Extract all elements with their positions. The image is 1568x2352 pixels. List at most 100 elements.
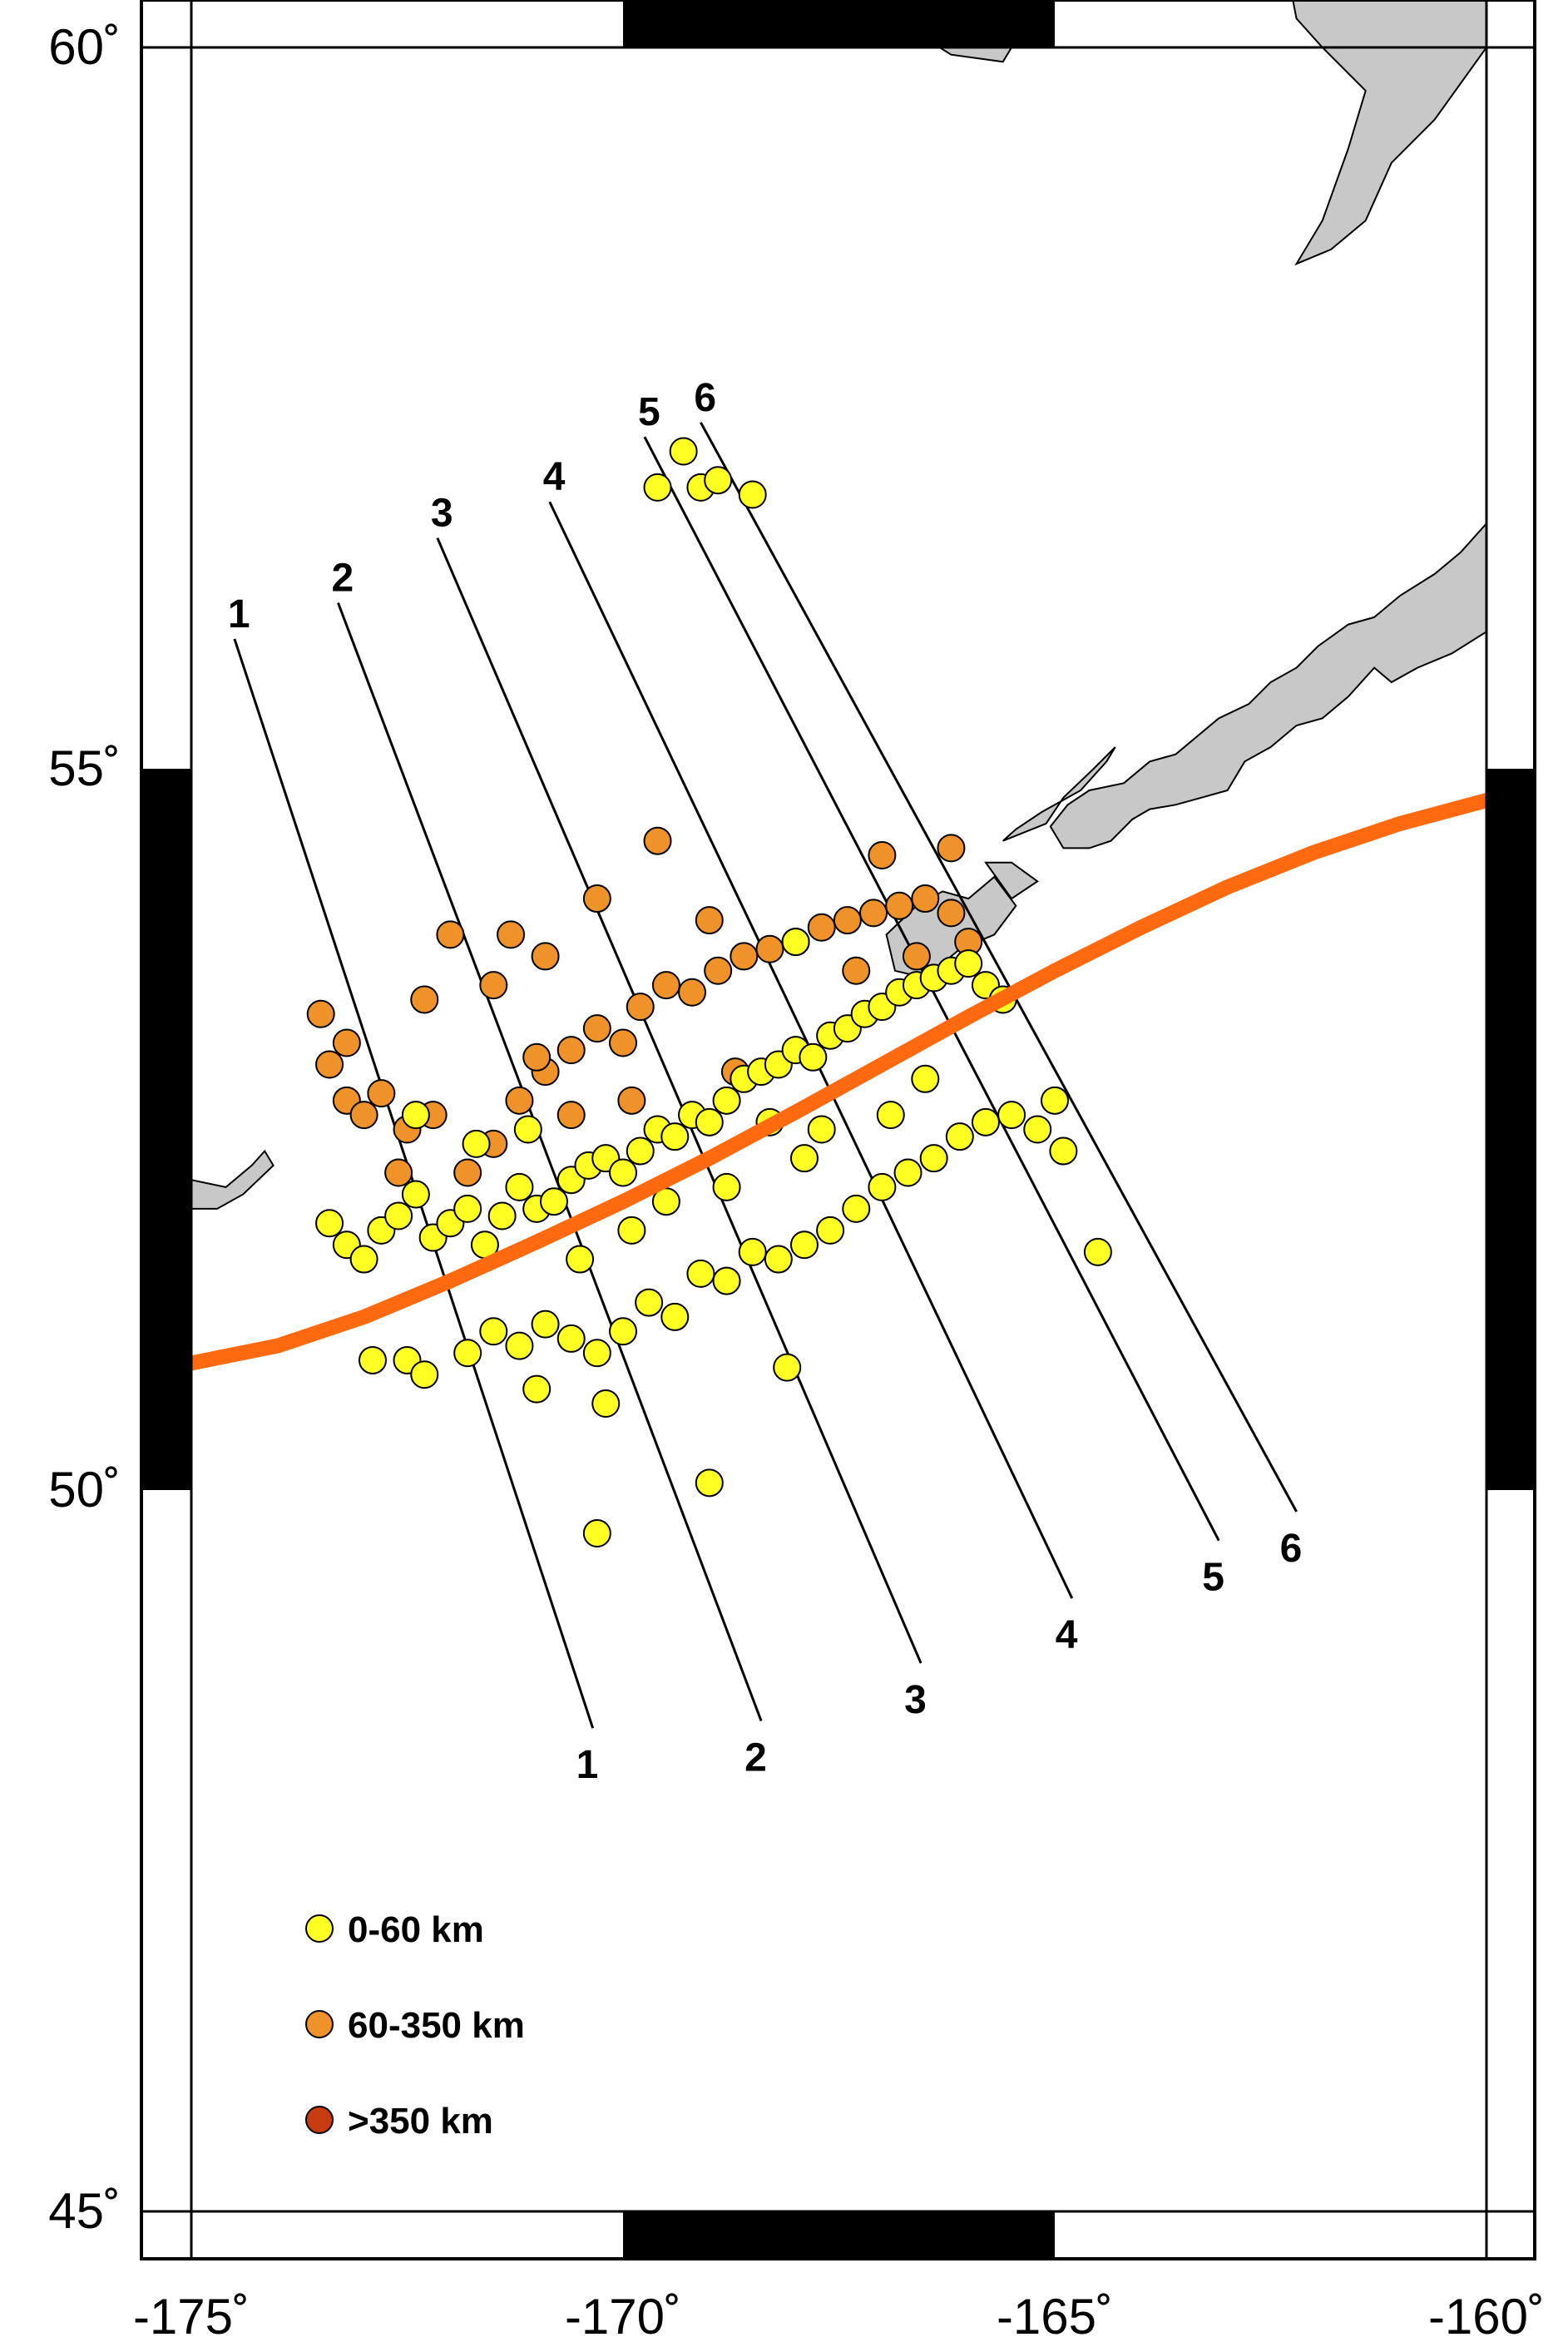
quake-shallow: [695, 1107, 724, 1136]
quake-shallow: [893, 1158, 922, 1187]
quake-shallow: [789, 1230, 819, 1260]
quake-shallow: [635, 1288, 664, 1317]
quake-shallow: [556, 1324, 586, 1353]
quake-shallow: [479, 1317, 508, 1346]
legend-marker-shallow: [305, 1914, 334, 1943]
quake-shallow: [582, 1339, 611, 1368]
quake-shallow: [704, 466, 733, 495]
quake-intermediate: [755, 934, 784, 963]
quake-intermediate: [859, 899, 888, 928]
quake-shallow: [686, 1259, 715, 1288]
quake-shallow: [453, 1339, 482, 1368]
quake-intermediate: [617, 1086, 646, 1115]
quake-shallow: [773, 1353, 802, 1382]
legend-label-intermediate: 60-350 km: [348, 2005, 525, 2046]
quake-intermediate: [306, 999, 335, 1028]
quake-shallow: [315, 1209, 344, 1238]
quake-intermediate: [582, 1014, 611, 1043]
quake-shallow: [505, 1331, 534, 1360]
land-atka: [190, 1149, 275, 1210]
quake-shallow: [609, 1158, 637, 1187]
lon-tick-label: -175˚: [133, 2289, 250, 2345]
quake-shallow: [954, 949, 983, 978]
quake-shallow: [971, 1107, 1000, 1136]
quake-shallow: [566, 1245, 595, 1274]
quake-shallow: [1023, 1115, 1052, 1144]
quake-shallow: [539, 1187, 568, 1216]
quake-intermediate: [436, 920, 465, 949]
quake-shallow: [712, 1086, 741, 1115]
quake-shallow: [660, 1122, 690, 1151]
quake-intermediate: [651, 971, 680, 1000]
quake-shallow: [695, 1468, 724, 1498]
quake-intermediate: [695, 906, 724, 935]
quake-shallow: [868, 1172, 897, 1201]
quake-shallow: [816, 1216, 845, 1245]
frame-bar-left: [141, 769, 191, 1490]
profile-start-label-5: 5: [638, 390, 660, 434]
quake-shallow: [660, 1302, 690, 1331]
legend-label-shallow: 0-60 km: [348, 1909, 484, 1950]
quake-shallow: [997, 1101, 1026, 1130]
quake-intermediate: [626, 993, 655, 1022]
quake-intermediate: [479, 971, 508, 1000]
quake-shallow: [911, 1064, 940, 1093]
frame-bar-right: [1486, 769, 1535, 1490]
profile-start-label-4: 4: [543, 455, 566, 499]
quake-intermediate: [384, 1158, 413, 1187]
quake-shallow: [505, 1172, 534, 1201]
quake-shallow: [358, 1345, 387, 1374]
quake-intermediate: [315, 1050, 344, 1079]
quake-intermediate: [807, 913, 836, 942]
quake-intermediate: [842, 956, 871, 985]
quake-shallow: [1083, 1237, 1112, 1266]
quake-intermediate: [678, 978, 707, 1007]
quake-shallow: [781, 928, 810, 957]
lon-tick-label: -170˚: [565, 2289, 681, 2345]
quake-intermediate: [937, 834, 966, 863]
quake-shallow: [1049, 1136, 1078, 1166]
legend-label-deep: >350 km: [348, 2101, 493, 2142]
quake-intermediate: [937, 899, 966, 928]
depth-legend: 0-60 km 60-350 km >350 km: [305, 1909, 525, 2142]
quake-shallow: [522, 1374, 552, 1404]
quake-shallow: [919, 1144, 948, 1173]
quake-shallow: [738, 1237, 767, 1266]
quake-shallow: [531, 1310, 560, 1339]
quake-intermediate: [911, 884, 940, 914]
quake-intermediate: [556, 1036, 586, 1065]
lat-tick-label: 55˚: [48, 740, 121, 796]
quake-intermediate: [349, 1101, 378, 1130]
quake-shallow: [582, 1519, 611, 1548]
lat-tick-label: 60˚: [48, 19, 121, 75]
legend-marker-intermediate: [305, 2010, 334, 2038]
frame-bar-top: [623, 0, 1055, 47]
profile-line-2: [337, 602, 763, 1721]
profile-line-3: [436, 537, 922, 1664]
quake-shallow: [712, 1266, 741, 1295]
quake-shallow: [410, 1360, 439, 1389]
quake-intermediate: [833, 906, 862, 935]
profile-line-6: [700, 422, 1298, 1513]
quake-shallow: [876, 1101, 905, 1130]
lon-tick-label: -165˚: [997, 2289, 1113, 2345]
quake-intermediate: [868, 841, 897, 870]
land-bristol-bay: [1292, 0, 1487, 266]
land-unalaska-east: [984, 861, 1039, 900]
quake-intermediate: [332, 1028, 361, 1057]
quake-intermediate: [730, 942, 759, 971]
quake-intermediate: [902, 942, 931, 971]
quake-shallow: [789, 1144, 819, 1173]
lon-tick-label: -160˚: [1428, 2289, 1545, 2345]
legend-marker-deep: [305, 2106, 334, 2134]
quake-shallow: [807, 1115, 836, 1144]
quake-intermediate: [885, 891, 914, 920]
profile-end-label-2: 2: [744, 1736, 767, 1780]
quake-shallow: [349, 1245, 378, 1274]
quake-intermediate: [609, 1028, 637, 1057]
lat-tick-label: 50˚: [48, 1462, 121, 1518]
quake-shallow: [799, 1042, 828, 1072]
quake-shallow: [643, 473, 672, 502]
profile-start-label-1: 1: [228, 592, 250, 636]
